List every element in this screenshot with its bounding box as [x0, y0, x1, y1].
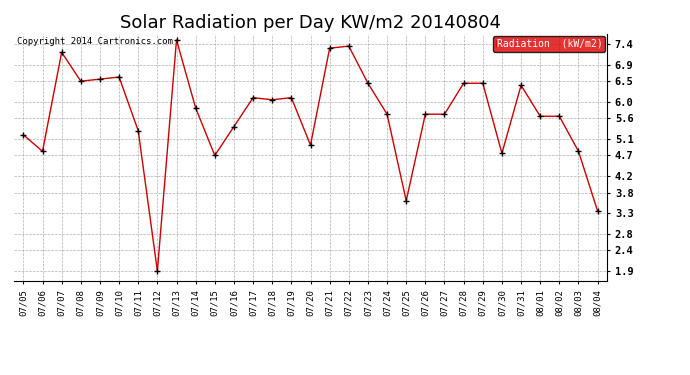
- Text: Copyright 2014 Cartronics.com: Copyright 2014 Cartronics.com: [17, 38, 172, 46]
- Title: Solar Radiation per Day KW/m2 20140804: Solar Radiation per Day KW/m2 20140804: [120, 14, 501, 32]
- Legend: Radiation  (kW/m2): Radiation (kW/m2): [493, 36, 605, 51]
